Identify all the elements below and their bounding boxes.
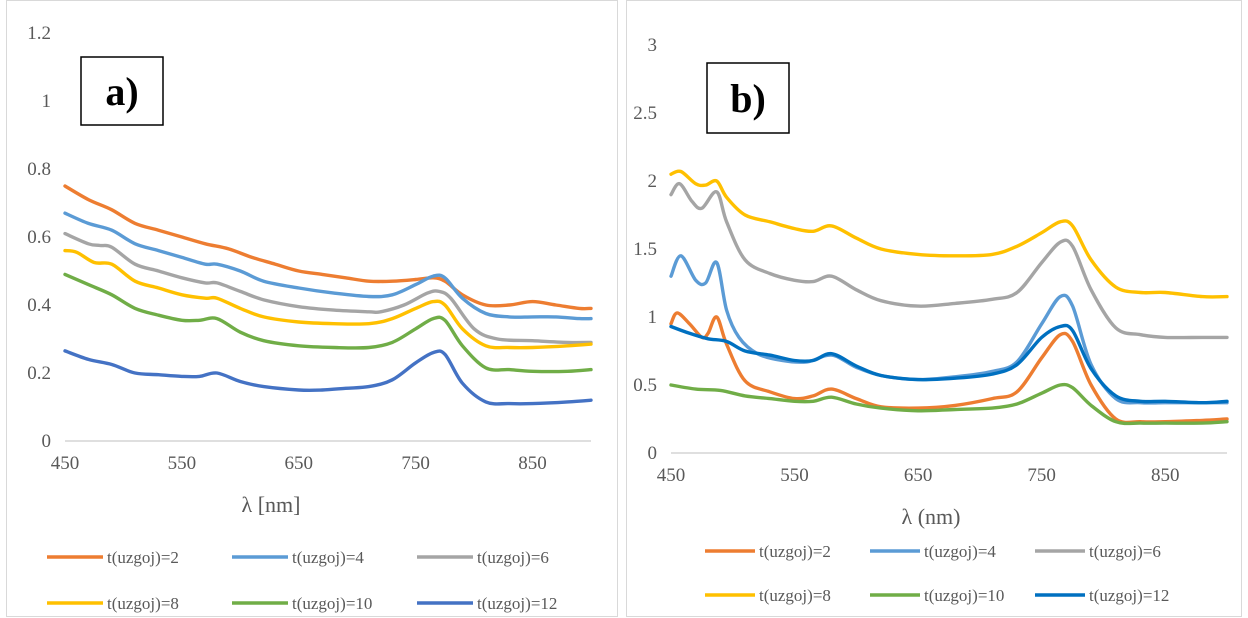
- series-line-b-4: [669, 169, 1229, 299]
- x-tick-label-a: 850: [518, 453, 547, 474]
- x-tick-label-b: 550: [780, 465, 809, 486]
- y-tick-label-b: 0.5: [633, 375, 657, 396]
- legend-label-b-4: t(uzgoj)=8: [759, 586, 831, 605]
- legend-label-b-2: t(uzgoj)=4: [924, 542, 996, 561]
- series-line-a-4: [63, 248, 593, 350]
- y-tick-label-a: 0.6: [27, 227, 51, 248]
- y-tick-label-a: 1.2: [27, 23, 51, 44]
- plot-lines-a: [63, 184, 593, 406]
- legend-label-a-3: t(uzgoj)=6: [477, 548, 549, 567]
- series-line-b-1: [669, 311, 1229, 425]
- panel-label-a: a): [105, 69, 138, 114]
- y-tick-label-b: 2: [648, 171, 658, 192]
- x-tick-label-a: 550: [168, 453, 197, 474]
- axes-a: 0 0.2 0.4 0.6 0.8 1 1.2 450 550 650 750 850: [27, 23, 591, 474]
- legend-label-a-5: t(uzgoj)=10: [292, 594, 372, 613]
- x-tick-label-a: 650: [285, 453, 314, 474]
- legend-label-a-1: t(uzgoj)=2: [107, 548, 179, 567]
- legend-a: t(uzgoj)=2 t(uzgoj)=4 t(uzgoj)=6 t(uzgoj)=8…: [47, 548, 557, 613]
- legend-label-a-2: t(uzgoj)=4: [292, 548, 364, 567]
- legend-label-a-6: t(uzgoj)=12: [477, 594, 557, 613]
- legend-b: t(uzgoj)=2 t(uzgoj)=4 t(uzgoj)=6 t(uzgoj)=8…: [705, 542, 1169, 605]
- series-line-a-3: [63, 231, 593, 345]
- chart-a-svg: a) 0 0.2 0.4 0.6 0.8 1 1.2 450 550 650 750 850 λ [n…: [27, 23, 593, 613]
- chart-panel-a: a) 0 0.2 0.4 0.6 0.8 1 1.2 450 550 650 750 850 λ [n…: [6, 0, 618, 617]
- axes-b: 0 0.5 1 1.5 2 2.5 3 450 550 650 750 850: [633, 35, 1227, 486]
- series-line-a-5: [63, 272, 593, 374]
- series-line-b-5: [669, 382, 1229, 426]
- x-axis-title-a: λ [nm]: [242, 492, 301, 517]
- x-tick-label-a: 750: [401, 453, 430, 474]
- series-line-b-6: [669, 323, 1229, 405]
- y-tick-label-a: 0.8: [27, 159, 51, 180]
- y-tick-label-a: 1: [42, 91, 52, 112]
- series-line-a-6: [63, 349, 593, 406]
- legend-label-b-5: t(uzgoj)=10: [924, 586, 1004, 605]
- legend-label-b-3: t(uzgoj)=6: [1089, 542, 1161, 561]
- y-tick-label-b: 1: [648, 307, 658, 328]
- x-tick-label-b: 650: [904, 465, 933, 486]
- plot-lines-b: [669, 169, 1229, 426]
- x-tick-label-b: 850: [1151, 465, 1180, 486]
- series-line-b-2: [669, 254, 1229, 405]
- y-tick-label-a: 0: [42, 431, 52, 452]
- panel-label-b: b): [730, 76, 766, 121]
- x-tick-label-a: 450: [51, 453, 80, 474]
- series-line-a-2: [63, 211, 593, 321]
- panel-label-box-b: b): [706, 62, 790, 134]
- y-tick-label-a: 0.2: [27, 363, 51, 384]
- chart-panel-b: b) 0 0.5 1 1.5 2 2.5 3 450 550 650 750 850 λ (nm) t…: [626, 0, 1242, 617]
- x-tick-label-b: 750: [1027, 465, 1056, 486]
- series-line-a-1: [63, 184, 593, 311]
- y-tick-label-a: 0.4: [27, 295, 51, 316]
- panel-label-box-a: a): [80, 56, 164, 126]
- legend-label-a-4: t(uzgoj)=8: [107, 594, 179, 613]
- series-line-b-3: [669, 182, 1229, 340]
- y-tick-label-b: 2.5: [633, 103, 657, 124]
- x-tick-label-b: 450: [657, 465, 686, 486]
- legend-label-b-6: t(uzgoj)=12: [1089, 586, 1169, 605]
- x-axis-title-b: λ (nm): [902, 504, 961, 529]
- y-tick-label-b: 1.5: [633, 239, 657, 260]
- legend-label-b-1: t(uzgoj)=2: [759, 542, 831, 561]
- y-tick-label-b: 3: [648, 35, 658, 56]
- y-tick-label-b: 0: [648, 443, 658, 464]
- chart-b-svg: b) 0 0.5 1 1.5 2 2.5 3 450 550 650 750 850 λ (nm) t…: [633, 35, 1229, 605]
